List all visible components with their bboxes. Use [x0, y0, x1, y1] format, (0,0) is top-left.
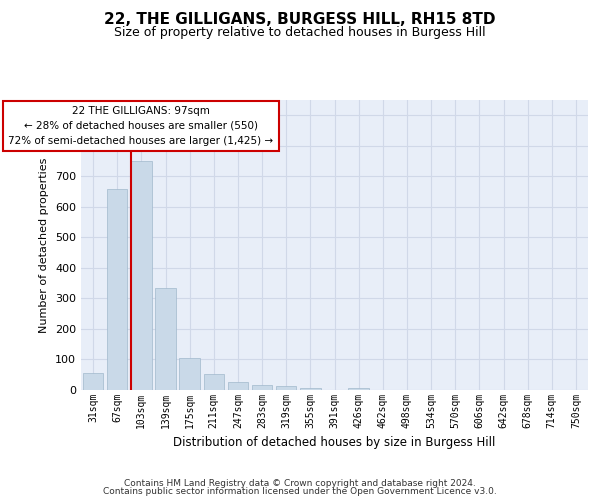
Text: Contains public sector information licensed under the Open Government Licence v3: Contains public sector information licen…	[103, 487, 497, 496]
Bar	[300, 388, 320, 390]
Bar	[276, 386, 296, 390]
Y-axis label: Number of detached properties: Number of detached properties	[40, 158, 49, 332]
Bar	[107, 188, 127, 390]
Bar	[155, 288, 176, 390]
Bar	[349, 388, 369, 390]
Bar	[203, 374, 224, 390]
Bar	[83, 373, 103, 390]
Text: Size of property relative to detached houses in Burgess Hill: Size of property relative to detached ho…	[114, 26, 486, 39]
Bar	[179, 358, 200, 390]
Text: 22, THE GILLIGANS, BURGESS HILL, RH15 8TD: 22, THE GILLIGANS, BURGESS HILL, RH15 8T…	[104, 12, 496, 28]
Bar	[227, 382, 248, 390]
Text: Contains HM Land Registry data © Crown copyright and database right 2024.: Contains HM Land Registry data © Crown c…	[124, 478, 476, 488]
Bar	[131, 161, 152, 390]
X-axis label: Distribution of detached houses by size in Burgess Hill: Distribution of detached houses by size …	[173, 436, 496, 450]
Text: 22 THE GILLIGANS: 97sqm
← 28% of detached houses are smaller (550)
72% of semi-d: 22 THE GILLIGANS: 97sqm ← 28% of detache…	[8, 106, 274, 146]
Bar	[252, 386, 272, 390]
